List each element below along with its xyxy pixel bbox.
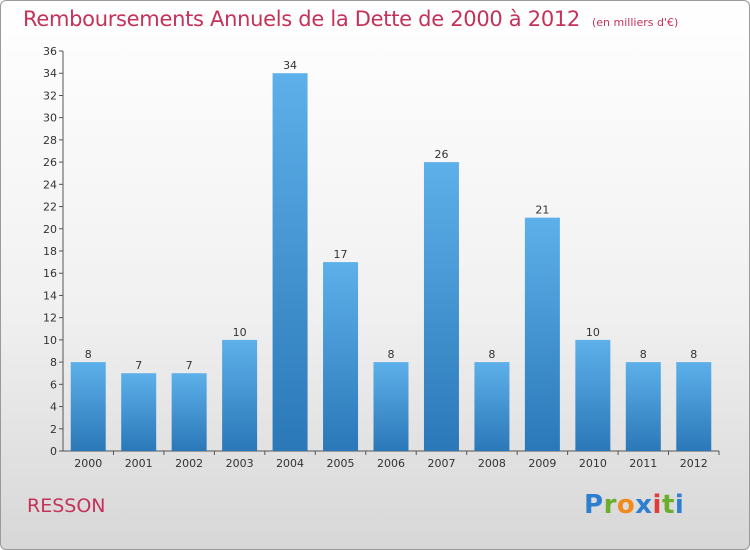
- bar-2012: [676, 362, 712, 451]
- y-tick-label: 8: [50, 356, 57, 369]
- y-tick-label: 18: [43, 245, 57, 258]
- bar-2004: [272, 73, 308, 451]
- x-tick-label-2001: 2001: [125, 457, 153, 470]
- y-tick-label: 30: [43, 112, 57, 125]
- data-label-2001: 7: [135, 359, 142, 372]
- bar-2011: [625, 362, 661, 451]
- x-tick-label-2012: 2012: [680, 457, 708, 470]
- y-tick-label: 20: [43, 223, 57, 236]
- y-tick-label: 14: [43, 289, 57, 302]
- logo-letter-i2: i: [674, 490, 685, 520]
- bar-2010: [575, 339, 611, 451]
- y-tick-label: 12: [43, 312, 57, 325]
- x-tick-label-2009: 2009: [528, 457, 556, 470]
- logo-letter-i1: i: [652, 490, 662, 520]
- labels: 8 2000 7 2001 7 2002 10 2003 34 2004 17 2005 8 2006 26…: [74, 59, 708, 470]
- data-label-2008: 8: [488, 348, 495, 361]
- data-label-2004: 34: [283, 59, 297, 72]
- x-tick-label-2008: 2008: [478, 457, 506, 470]
- y-tick-label: 34: [43, 67, 57, 80]
- x-tick-label-2011: 2011: [629, 457, 657, 470]
- bar-2007: [423, 162, 459, 451]
- y-tick-label: 28: [43, 134, 57, 147]
- y-tick-label: 4: [50, 401, 57, 414]
- x-tick-label-2000: 2000: [74, 457, 102, 470]
- data-label-2006: 8: [388, 348, 395, 361]
- bar-2003: [222, 339, 258, 451]
- x-tick-label-2003: 2003: [226, 457, 254, 470]
- data-label-2000: 8: [85, 348, 92, 361]
- bar-2005: [323, 262, 359, 451]
- logo-letter-p: P: [584, 490, 604, 520]
- proxiti-logo[interactable]: Proxiti: [584, 490, 684, 520]
- bar-2001: [121, 373, 157, 451]
- logo-letter-t: t: [661, 490, 675, 520]
- y-tick-label: 10: [43, 334, 57, 347]
- y-tick-label: 16: [43, 267, 57, 280]
- title-block: Remboursements Annuels de la Dette de 20…: [23, 7, 678, 31]
- bar-2008: [474, 362, 510, 451]
- x-tick-label-2006: 2006: [377, 457, 405, 470]
- x-tick-label-2005: 2005: [327, 457, 355, 470]
- y-tick-label: 32: [43, 89, 57, 102]
- x-tick-label-2010: 2010: [579, 457, 607, 470]
- data-label-2010: 10: [586, 326, 600, 339]
- data-label-2011: 8: [640, 348, 647, 361]
- y-tick-label: 24: [43, 178, 57, 191]
- data-label-2002: 7: [186, 359, 193, 372]
- data-label-2009: 21: [535, 204, 549, 217]
- y-tick-label: 0: [50, 445, 57, 458]
- logo-letter-r: r: [603, 490, 617, 520]
- y-tick-label: 22: [43, 201, 57, 214]
- bar-2006: [373, 362, 409, 451]
- x-tick-label-2007: 2007: [427, 457, 455, 470]
- commune-name: RESSON: [27, 495, 106, 517]
- data-label-2007: 26: [434, 148, 448, 161]
- bar-2009: [524, 217, 560, 451]
- x-tick-label-2004: 2004: [276, 457, 304, 470]
- bar-2002: [171, 373, 207, 451]
- y-tick-label: 2: [50, 423, 57, 436]
- chart-unit: (en milliers d'€): [592, 16, 679, 29]
- logo-letter-o: o: [616, 490, 636, 520]
- chart-title: Remboursements Annuels de la Dette de 20…: [23, 7, 580, 31]
- y-tick-label: 26: [43, 156, 57, 169]
- bar-2000: [70, 362, 106, 451]
- y-tick-label: 6: [50, 378, 57, 391]
- y-tick-label: 36: [43, 45, 57, 58]
- x-tick-label-2002: 2002: [175, 457, 203, 470]
- data-label-2003: 10: [233, 326, 247, 339]
- data-label-2012: 8: [690, 348, 697, 361]
- bars: [70, 73, 712, 451]
- data-label-2005: 17: [334, 248, 348, 261]
- logo-letter-x: x: [635, 490, 653, 520]
